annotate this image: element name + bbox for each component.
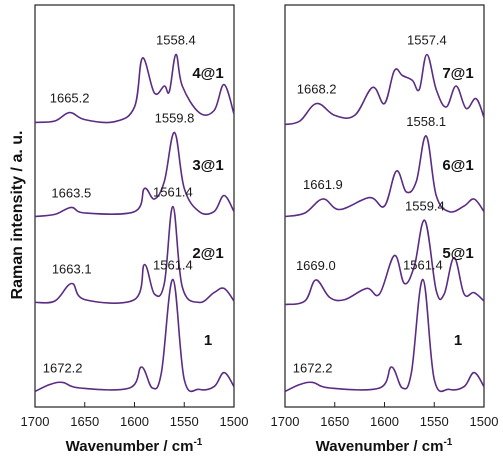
x-tick-label: 1700 [271,414,300,429]
series-name-label: 1 [454,332,462,349]
series-name-label: 1 [204,332,212,349]
peak-label: 1559.8 [155,111,195,126]
peak-label: 1558.4 [156,33,196,48]
left-x-ticks: 1700 1650 1600 1550 1500 [21,402,249,429]
spectrum-line [34,205,235,304]
spectrum-line [284,219,485,306]
left-series-group: 4@11558.41665.23@11559.81663.52@11561.41… [34,33,235,393]
x-tick-label: 1550 [420,414,449,429]
series-name-label: 2@1 [192,245,223,262]
peak-label: 1557.4 [407,33,447,48]
right-x-axis-label: Wavenumber / cm-1 [316,437,453,455]
peak-label: 1665.2 [50,91,90,106]
spectrum-line [34,278,235,393]
x-tick-label: 1700 [21,414,50,429]
peak-label: 1663.1 [52,262,92,277]
peak-label: 1558.1 [406,114,446,129]
peak-label: 1561.4 [153,258,193,273]
peak-label: 1668.2 [297,82,337,97]
right-x-ticks: 1700 1650 1600 1550 1500 [271,402,499,429]
spectrum-line [34,53,235,124]
peak-label: 1663.5 [51,185,91,200]
series-name-label: 3@1 [192,157,223,174]
spectrum-line [284,278,485,393]
x-tick-label: 1650 [70,414,99,429]
peak-label: 1561.4 [153,185,193,200]
x-tick-label: 1500 [220,414,249,429]
spectrum-line [284,53,485,126]
peak-label: 1559.4 [405,199,445,214]
peak-label: 1672.2 [43,360,83,375]
x-tick-label: 1650 [320,414,349,429]
peak-label: 1672.2 [293,360,333,375]
y-axis-label: Raman intensity / a. u. [9,131,26,300]
peak-label: 1561.4 [403,258,443,273]
peak-label: 1669.0 [296,258,336,273]
right-panel: 1700 1650 1600 1550 1500 7@1 1557.4 1668.2 6@1 1… [271,4,499,455]
x-tick-label: 1600 [370,414,399,429]
left-panel: 1700 1650 1600 1550 1500 4@1 1558.4 1665.2 3@1 1… [21,4,249,455]
left-x-axis-label: Wavenumber / cm-1 [66,437,203,455]
series-name-label: 7@1 [442,65,473,82]
peak-label: 1661.9 [303,177,343,192]
series-name-label: 4@1 [192,65,223,82]
series-name-label: 6@1 [442,157,473,174]
series-name-label: 5@1 [442,245,473,262]
x-tick-label: 1600 [120,414,149,429]
x-tick-label: 1550 [170,414,199,429]
spectrum-line [284,135,485,218]
x-tick-label: 1500 [470,414,499,429]
right-series-group: 7@1 1557.4 1668.2 6@1 1558.1 1661.9 5@1 1559.4 1… [284,33,485,393]
spectrum-line [34,131,235,218]
